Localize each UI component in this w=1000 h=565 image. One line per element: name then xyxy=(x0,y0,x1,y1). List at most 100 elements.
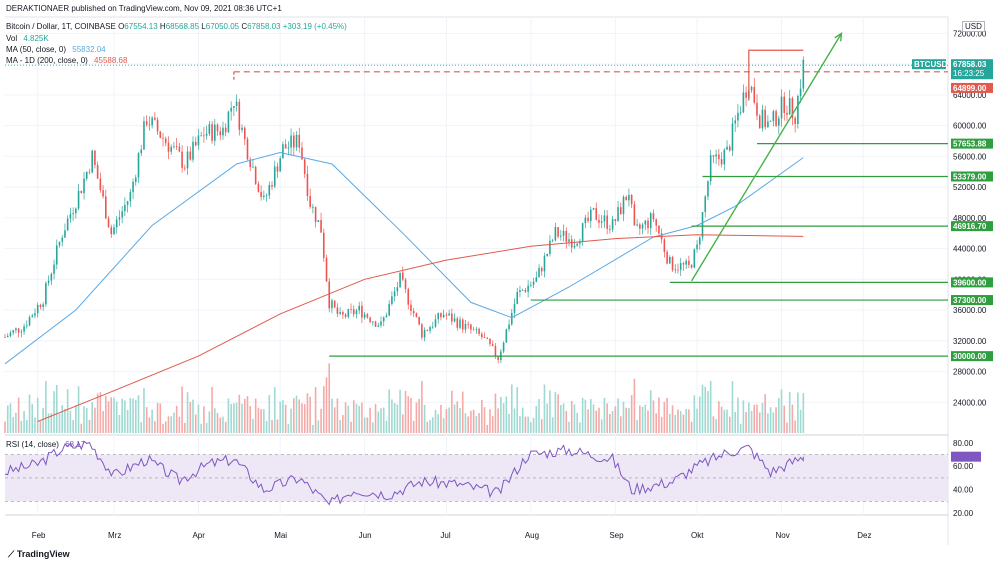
candle-body xyxy=(184,167,186,169)
candle-body xyxy=(75,208,77,214)
rsi-value: 68.17 xyxy=(65,440,86,449)
volume-bar xyxy=(336,398,339,433)
volume-bar xyxy=(170,416,173,433)
volume-bar xyxy=(58,413,61,433)
candle-body xyxy=(560,235,562,237)
candle-body xyxy=(546,253,549,257)
candle-body xyxy=(263,195,265,197)
volume-bar xyxy=(284,404,287,433)
volume-bar xyxy=(61,405,64,433)
tradingview-logo[interactable]: ⟋ TradingView xyxy=(8,549,70,560)
volume-bar xyxy=(728,416,731,433)
volume-bar xyxy=(4,421,6,433)
ma50-line xyxy=(4,151,804,365)
volume-bar xyxy=(273,387,276,433)
candle-body xyxy=(347,308,350,317)
candle-body xyxy=(407,288,410,305)
volume-bar xyxy=(369,407,371,433)
candle-body xyxy=(312,206,314,208)
volume-bar xyxy=(764,394,766,433)
volume-bar xyxy=(17,397,20,433)
volume-bar xyxy=(45,381,47,433)
candle-body xyxy=(418,316,420,325)
volume-bar xyxy=(628,407,630,433)
volume-bar xyxy=(532,417,535,433)
volume-bar xyxy=(156,402,159,433)
volume-bar xyxy=(516,387,519,433)
candle-body xyxy=(276,166,279,172)
candle-body xyxy=(617,207,619,222)
candles xyxy=(4,56,805,364)
candle-body xyxy=(355,310,358,315)
candle-body xyxy=(769,121,772,122)
volume-bar xyxy=(788,391,791,433)
volume-bar xyxy=(47,413,50,433)
candle-body xyxy=(497,356,499,360)
volume-value: 4.825K xyxy=(23,34,49,43)
candle-body xyxy=(361,305,363,318)
candle-body xyxy=(423,330,426,338)
last-price-label: 67858.03 xyxy=(953,60,987,69)
candle-body xyxy=(644,220,647,225)
candle-body xyxy=(802,59,805,89)
candle-body xyxy=(342,312,344,315)
change-value: +303.19 (+0.45%) xyxy=(282,22,347,31)
x-tick-label: Mai xyxy=(274,531,287,540)
volume-bar xyxy=(197,404,200,433)
candle-body xyxy=(246,139,249,160)
candle-body xyxy=(797,95,799,125)
candle-body xyxy=(696,244,698,250)
volume-bar xyxy=(709,380,712,433)
candle-body xyxy=(799,88,802,96)
volume-bar xyxy=(205,422,208,433)
x-tick-label: Apr xyxy=(192,531,205,540)
candle-body xyxy=(663,239,666,253)
volume-bar xyxy=(9,403,12,433)
volume-bar xyxy=(423,404,426,433)
volume-bar xyxy=(126,410,129,433)
candle-body xyxy=(331,300,333,309)
candle-body xyxy=(6,335,9,338)
volume-bar xyxy=(317,420,320,433)
candle-body xyxy=(527,285,529,292)
candle-body xyxy=(415,313,418,317)
volume-bar xyxy=(372,422,374,433)
volume-bar xyxy=(611,410,614,433)
candle-body xyxy=(472,329,475,331)
candle-body xyxy=(745,92,747,98)
volume-bar xyxy=(361,402,363,433)
candle-body xyxy=(777,118,780,126)
candle-body xyxy=(603,215,606,222)
candle-body xyxy=(377,325,380,327)
volume-bar xyxy=(538,399,540,433)
candle-body xyxy=(434,319,437,327)
y-tick-label: 28000.00 xyxy=(953,368,987,377)
volume-bar xyxy=(134,399,137,433)
candle-body xyxy=(61,237,64,242)
candle-body xyxy=(175,146,178,148)
volume-bar xyxy=(20,420,23,433)
volume-bar xyxy=(64,408,66,433)
candle-body xyxy=(293,135,295,148)
candle-body xyxy=(55,245,58,265)
volume-bar xyxy=(715,419,717,433)
volume-bar xyxy=(339,419,341,433)
volume-bar xyxy=(595,410,598,433)
volume-bar xyxy=(644,404,647,433)
volume-bar xyxy=(524,416,527,433)
candle-body xyxy=(167,142,170,152)
candle-body xyxy=(350,308,352,310)
candle-body xyxy=(39,304,42,308)
currency-badge[interactable]: USD xyxy=(962,21,985,32)
candle-body xyxy=(252,166,254,168)
volume-bar xyxy=(505,396,508,433)
volume-bar xyxy=(560,405,562,433)
candle-body xyxy=(391,296,393,304)
volume-bar xyxy=(382,407,385,433)
volume-bar xyxy=(12,417,14,433)
volume-bar xyxy=(696,408,698,433)
volume-bar xyxy=(636,420,638,433)
volume-bar xyxy=(72,419,74,433)
candle-body xyxy=(399,272,401,288)
